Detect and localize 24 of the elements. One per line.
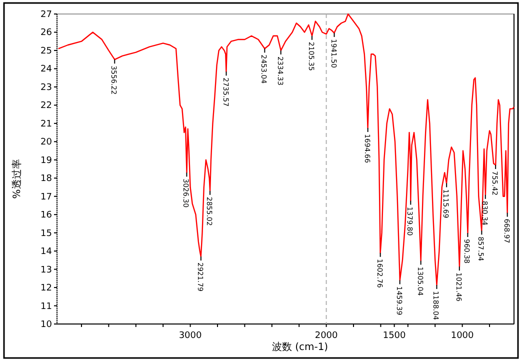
y-axis-title: %透过率 <box>11 159 23 199</box>
y-tick-label: 17 <box>40 192 52 202</box>
y-tick-label: 22 <box>40 101 52 112</box>
y-tick-label: 12 <box>40 284 52 294</box>
y-tick-label: 23 <box>40 82 52 93</box>
y-tick-label: 26 <box>40 28 52 38</box>
y-tick-label: 11 <box>40 302 52 312</box>
y-tick-label: 21 <box>40 119 52 130</box>
x-tick-label: 1000 <box>450 331 474 341</box>
x-tick-label: 1500 <box>382 331 406 341</box>
y-tick-label: 18 <box>40 174 52 184</box>
y-tick-label: 10 <box>40 320 52 330</box>
y-tick-label: 19 <box>40 156 52 166</box>
y-tick-label: 27 <box>40 10 52 20</box>
y-tick-label: 16 <box>40 210 52 221</box>
y-tick-label: 13 <box>40 265 52 276</box>
y-tick-label: 25 <box>40 46 52 56</box>
x-axis-title: 波数 (cm-1) <box>272 341 328 353</box>
y-tick-label: 20 <box>40 138 52 148</box>
y-tick-label: 24 <box>40 64 52 75</box>
y-tick-label: 15 <box>40 228 52 239</box>
x-tick-label: 3000 <box>178 331 202 341</box>
y-tick-label: 14 <box>40 247 52 258</box>
x-tick-label: 2000 <box>314 331 338 341</box>
